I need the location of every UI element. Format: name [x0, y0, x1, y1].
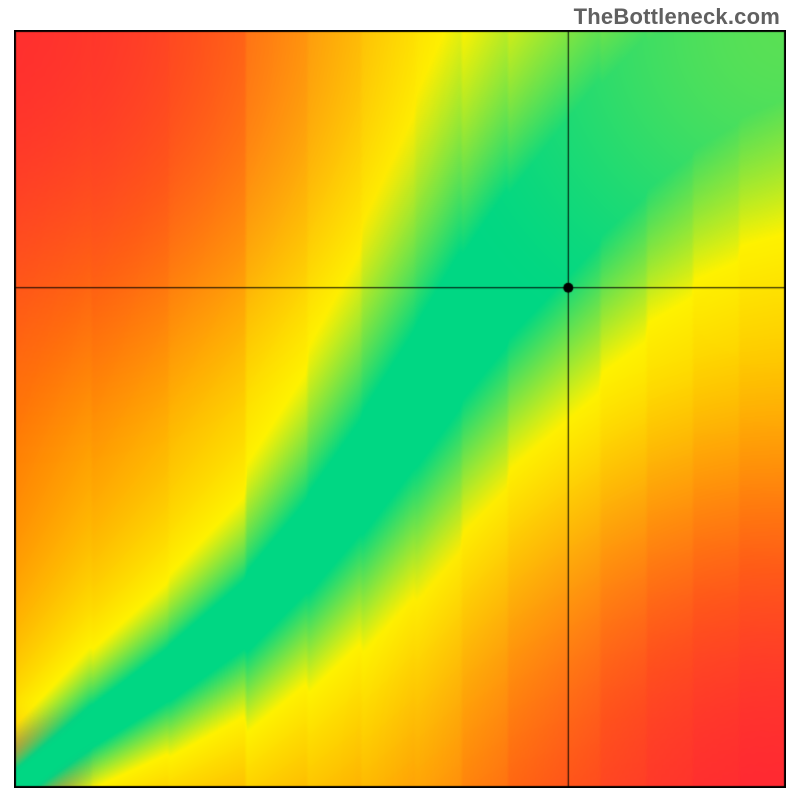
watermark-label: TheBottleneck.com [574, 4, 780, 30]
heatmap-canvas [14, 30, 786, 788]
chart-container: TheBottleneck.com [0, 0, 800, 800]
